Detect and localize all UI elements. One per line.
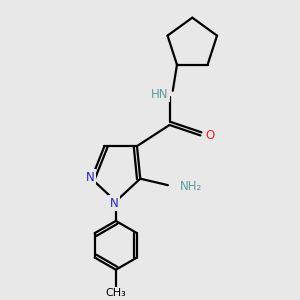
- Text: NH₂: NH₂: [180, 180, 202, 193]
- Text: N: N: [85, 170, 94, 184]
- Text: N: N: [110, 196, 118, 210]
- Text: HN: HN: [150, 88, 168, 100]
- Text: CH₃: CH₃: [106, 289, 126, 298]
- Text: O: O: [205, 129, 214, 142]
